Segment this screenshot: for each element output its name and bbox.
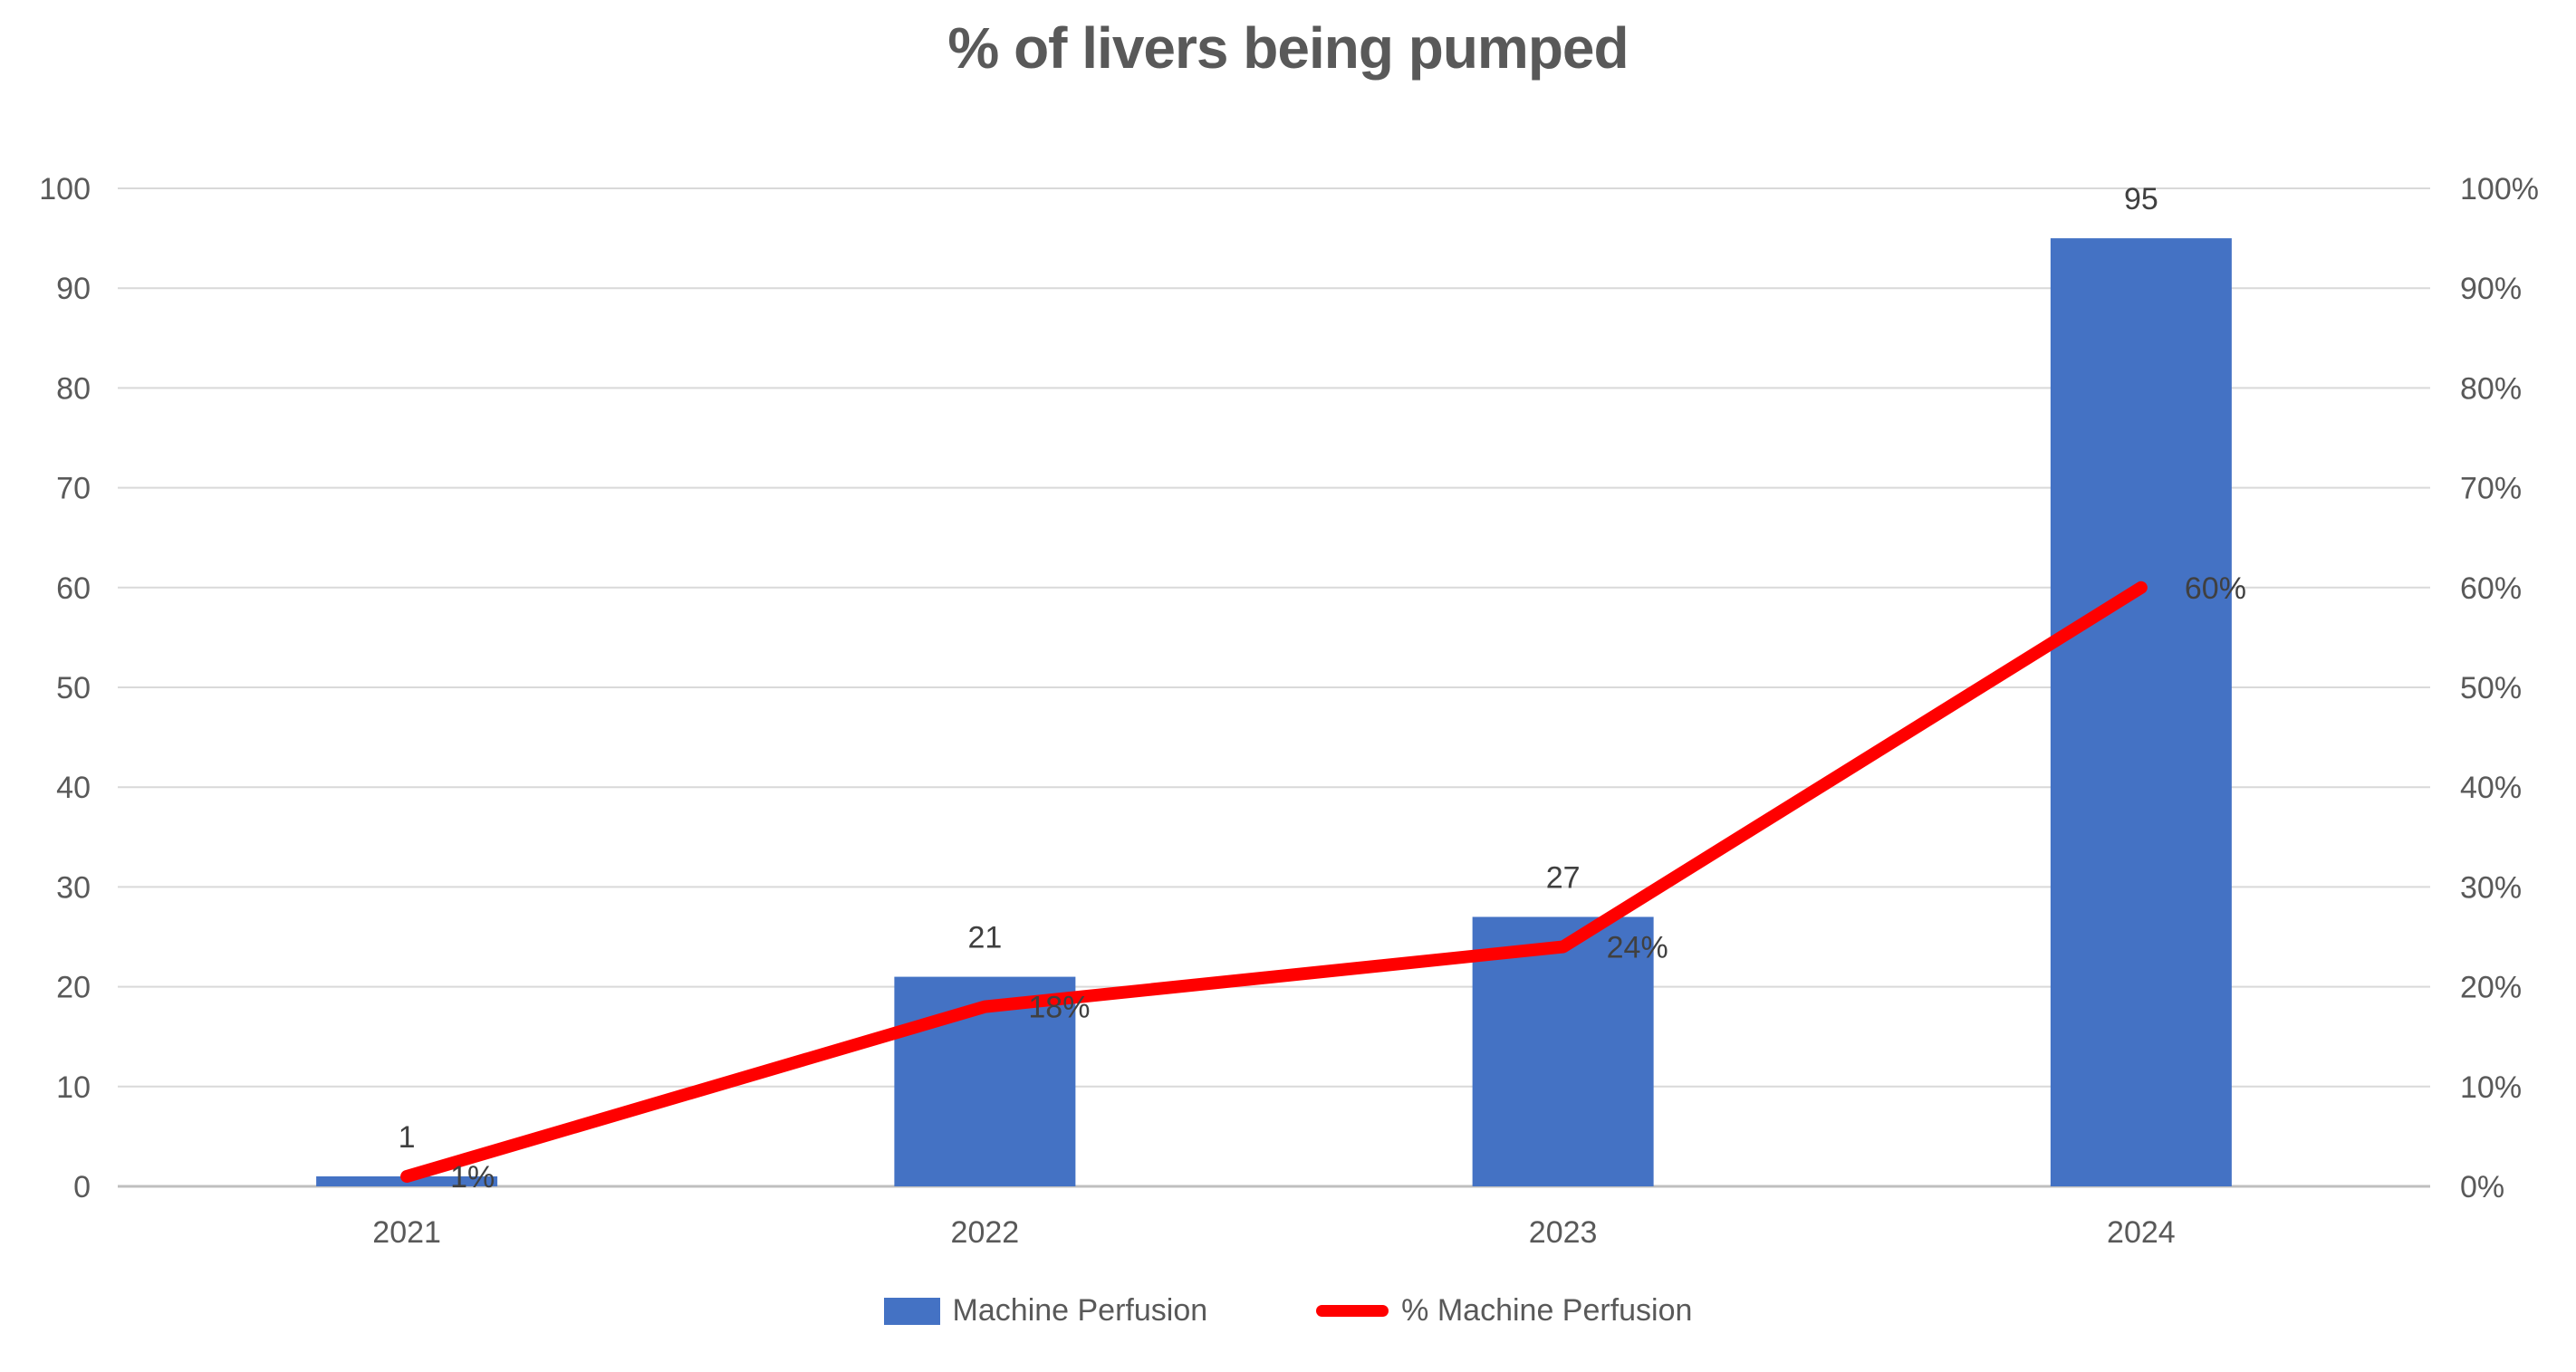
y-axis-tick-left: 70 xyxy=(56,472,91,506)
legend: Machine Perfusion % Machine Perfusion xyxy=(0,1293,2576,1329)
bar-value-label: 27 xyxy=(1546,860,1581,895)
legend-item-machine-perfusion: Machine Perfusion xyxy=(883,1293,1208,1329)
y-axis-tick-left: 80 xyxy=(56,371,91,406)
y-axis-tick-right: 70% xyxy=(2460,472,2522,506)
x-axis-label: 2022 xyxy=(951,1215,1020,1250)
y-axis-tick-left: 100 xyxy=(39,172,91,206)
y-axis-tick-left: 90 xyxy=(56,272,91,306)
bar-value-label: 21 xyxy=(967,921,1002,955)
line-point-label: 1% xyxy=(450,1160,495,1195)
y-axis-tick-right: 30% xyxy=(2460,870,2522,905)
legend-item-percent-machine-perfusion: % Machine Perfusion xyxy=(1316,1293,1692,1329)
x-axis-label: 2023 xyxy=(1529,1215,1598,1250)
line-series-swatch-icon xyxy=(1316,1305,1389,1317)
line-point-label: 24% xyxy=(1607,931,1668,965)
y-axis-tick-left: 10 xyxy=(56,1070,91,1105)
y-axis-tick-right: 20% xyxy=(2460,971,2522,1005)
x-axis-label: 2024 xyxy=(2107,1215,2176,1250)
y-axis-tick-right: 60% xyxy=(2460,571,2522,606)
y-axis-tick-left: 50 xyxy=(56,671,91,705)
bar-series-swatch-icon xyxy=(883,1297,940,1325)
y-axis-tick-right: 10% xyxy=(2460,1070,2522,1105)
y-axis-tick-left: 60 xyxy=(56,571,91,606)
y-axis-tick-right: 80% xyxy=(2460,371,2522,406)
line-series xyxy=(400,580,2148,1183)
y-axis-tick-left: 0 xyxy=(73,1170,91,1204)
y-axis-tick-left: 30 xyxy=(56,870,91,905)
y-axis-tick-right: 40% xyxy=(2460,771,2522,805)
line-point-label: 18% xyxy=(1028,991,1090,1025)
bar-value-label: 95 xyxy=(2124,182,2158,216)
bar-value-label: 1 xyxy=(399,1120,416,1155)
chart-title: % of livers being pumped xyxy=(947,15,1629,81)
legend-line-label: % Machine Perfusion xyxy=(1401,1293,1693,1328)
y-axis-tick-left: 20 xyxy=(56,971,91,1005)
legend-bar-label: Machine Perfusion xyxy=(952,1293,1208,1328)
y-axis-tick-right: 50% xyxy=(2460,671,2522,705)
bar-2024 xyxy=(2050,238,2232,1187)
x-axis-label: 2021 xyxy=(372,1215,441,1250)
y-axis-tick-left: 40 xyxy=(56,771,91,805)
bar-2023 xyxy=(1472,916,1654,1186)
line-point-label: 60% xyxy=(2185,571,2246,606)
y-axis-tick-right: 0% xyxy=(2460,1170,2504,1204)
y-axis-tick-right: 100% xyxy=(2460,172,2539,206)
y-axis-tick-right: 90% xyxy=(2460,272,2522,306)
